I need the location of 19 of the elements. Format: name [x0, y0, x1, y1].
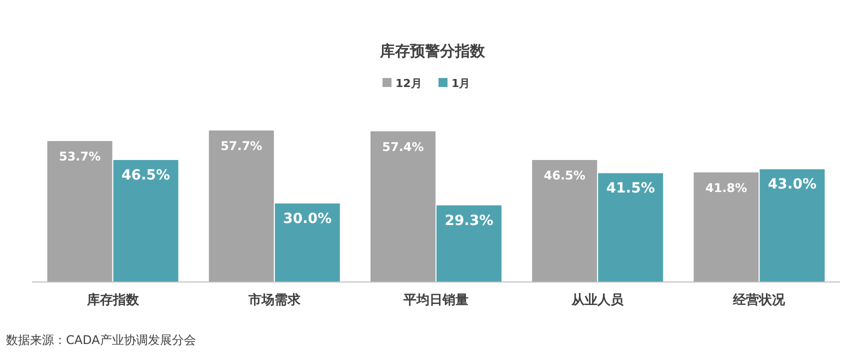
- x-tick-label: 经营状况: [732, 292, 786, 308]
- chart-title: 库存预警分指数: [379, 42, 486, 60]
- data-label: 41.8%: [705, 180, 748, 195]
- data-label: 41.5%: [606, 180, 655, 197]
- data-label: 53.7%: [58, 150, 101, 164]
- data-label: 57.4%: [382, 140, 424, 154]
- x-tick-label: 市场需求: [247, 292, 302, 308]
- data-label: 30.0%: [283, 210, 332, 227]
- data-label: 46.5%: [122, 168, 170, 184]
- x-tick-label: 库存指数: [86, 292, 140, 308]
- x-tick-label: 平均日销量: [402, 293, 468, 308]
- data-label: 46.5%: [544, 168, 586, 183]
- legend-label: 1月: [452, 77, 470, 90]
- source-note: 数据来源：CADA产业协调发展分会: [6, 333, 196, 347]
- legend-label: 12月: [396, 77, 422, 90]
- data-label: 43.0%: [768, 176, 816, 193]
- data-label: 57.7%: [220, 139, 262, 153]
- x-tick-label: 从业人员: [570, 293, 625, 308]
- data-label: 29.3%: [444, 212, 494, 229]
